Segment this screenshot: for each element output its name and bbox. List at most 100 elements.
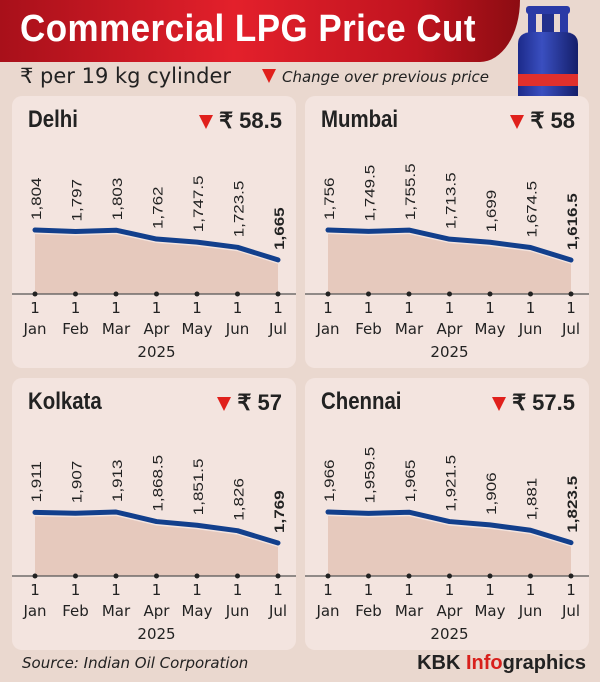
data-label: 1,965	[404, 460, 419, 502]
axis-tick	[487, 291, 493, 297]
tick-day: 1	[30, 581, 40, 599]
data-label: 1,755.5	[404, 163, 419, 220]
tick-month: Apr	[437, 602, 464, 620]
chart-panel-chennai: Chennai ₹ 57.5 1,966 1 Jan 1,959.5 1 Feb 1,965…	[305, 378, 589, 650]
city-name: Mumbai	[321, 106, 399, 133]
tick-month: Jan	[22, 320, 46, 338]
down-triangle-icon	[262, 69, 276, 83]
tick-day: 1	[485, 581, 495, 599]
tick-day: 1	[485, 299, 495, 317]
axis-tick	[73, 291, 78, 297]
tick-month: Mar	[395, 320, 424, 338]
tick-month: Jun	[225, 602, 249, 620]
data-label: 1,911	[30, 461, 45, 502]
axis-tick	[275, 573, 281, 579]
tick-day: 1	[364, 299, 374, 317]
down-triangle-icon	[217, 397, 232, 411]
axis-tick	[113, 573, 119, 579]
tick-month: Jul	[561, 320, 580, 338]
tick-day: 1	[273, 299, 283, 317]
price-change: ₹ 58.5	[199, 108, 282, 134]
tick-day: 1	[323, 299, 333, 317]
data-label: 1,851.5	[192, 459, 207, 516]
price-change-value: ₹ 57	[237, 390, 282, 415]
axis-tick	[568, 573, 574, 579]
data-label: 1,616.5	[566, 193, 581, 250]
tick-day: 1	[404, 581, 414, 599]
area-fill	[35, 516, 278, 576]
line-chart: 1,804 1 Jan 1,797 1 Feb 1,803 1 Mar 1,762 1 Apr 1,74…	[12, 175, 296, 361]
brand-logo: KBK Infographics	[417, 652, 586, 674]
tick-month: Jan	[315, 320, 339, 338]
axis-tick	[366, 573, 371, 579]
price-change: ₹ 58	[510, 108, 575, 134]
tick-month: May	[181, 602, 212, 620]
data-label: 1,921.5	[444, 455, 459, 512]
x-axis-label: 2025	[137, 625, 175, 643]
data-label: 1,803	[111, 178, 126, 220]
line-chart: 1,966 1 Jan 1,959.5 1 Feb 1,965 1 Mar 1,921.5 1 Apr…	[305, 447, 589, 643]
axis-tick	[406, 573, 412, 579]
x-axis-label: 2025	[430, 625, 468, 643]
tick-month: Feb	[355, 320, 382, 338]
tick-day: 1	[71, 581, 81, 599]
data-label: 1,826	[232, 478, 247, 520]
source-note: Source: Indian Oil Corporation	[22, 654, 249, 672]
city-name: Delhi	[28, 106, 78, 133]
data-label: 1,756	[323, 178, 338, 220]
price-change: ₹ 57.5	[492, 390, 575, 416]
data-label: 1,907	[70, 461, 85, 503]
data-label: 1,665	[273, 207, 288, 250]
area-fill	[35, 234, 278, 294]
axis-tick	[32, 573, 38, 579]
data-label: 1,699	[485, 190, 500, 232]
tick-month: Jun	[518, 320, 542, 338]
axis-tick	[154, 573, 159, 579]
chart-panel-kolkata: Kolkata ₹ 57 1,911 1 Jan 1,907 1 Feb 1,913 1 Mar…	[12, 378, 296, 650]
tick-day: 1	[445, 299, 455, 317]
x-axis-label: 2025	[430, 343, 468, 361]
tick-day: 1	[364, 581, 374, 599]
tick-month: Mar	[395, 602, 424, 620]
tick-day: 1	[71, 299, 81, 317]
tick-month: May	[474, 320, 505, 338]
axis-tick	[406, 291, 412, 297]
tick-day: 1	[111, 581, 121, 599]
axis-tick	[194, 291, 200, 297]
tick-day: 1	[152, 299, 162, 317]
legend: Change over previous price	[262, 68, 489, 86]
data-label: 1,959.5	[363, 447, 378, 504]
data-label: 1,674.5	[525, 181, 540, 238]
axis-tick	[447, 573, 452, 579]
price-change-value: ₹ 58.5	[219, 108, 282, 133]
data-label: 1,797	[70, 179, 85, 221]
tick-month: Mar	[102, 320, 131, 338]
axis-tick	[528, 573, 533, 579]
tick-day: 1	[566, 299, 576, 317]
tick-day: 1	[192, 299, 202, 317]
axis-tick	[113, 291, 119, 297]
tick-month: Jul	[268, 602, 287, 620]
tick-day: 1	[192, 581, 202, 599]
price-change-value: ₹ 57.5	[512, 390, 575, 415]
tick-day: 1	[111, 299, 121, 317]
tick-month: May	[181, 320, 212, 338]
tick-month: Jul	[268, 320, 287, 338]
tick-month: Feb	[62, 602, 89, 620]
area-fill	[328, 234, 571, 294]
down-triangle-icon	[492, 397, 507, 411]
tick-month: Jul	[561, 602, 580, 620]
tick-month: Apr	[144, 320, 171, 338]
axis-tick	[73, 573, 78, 579]
tick-month: Feb	[62, 320, 89, 338]
axis-tick	[154, 291, 159, 297]
data-label: 1,749.5	[363, 165, 378, 222]
tick-month: Apr	[437, 320, 464, 338]
tick-day: 1	[566, 581, 576, 599]
city-name: Chennai	[321, 388, 402, 415]
chart-panel-mumbai: Mumbai ₹ 58 1,756 1 Jan 1,749.5 1 Feb 1,755.5 1…	[305, 96, 589, 368]
axis-tick	[235, 573, 240, 579]
tick-day: 1	[152, 581, 162, 599]
axis-tick	[447, 291, 452, 297]
tick-day: 1	[526, 299, 536, 317]
